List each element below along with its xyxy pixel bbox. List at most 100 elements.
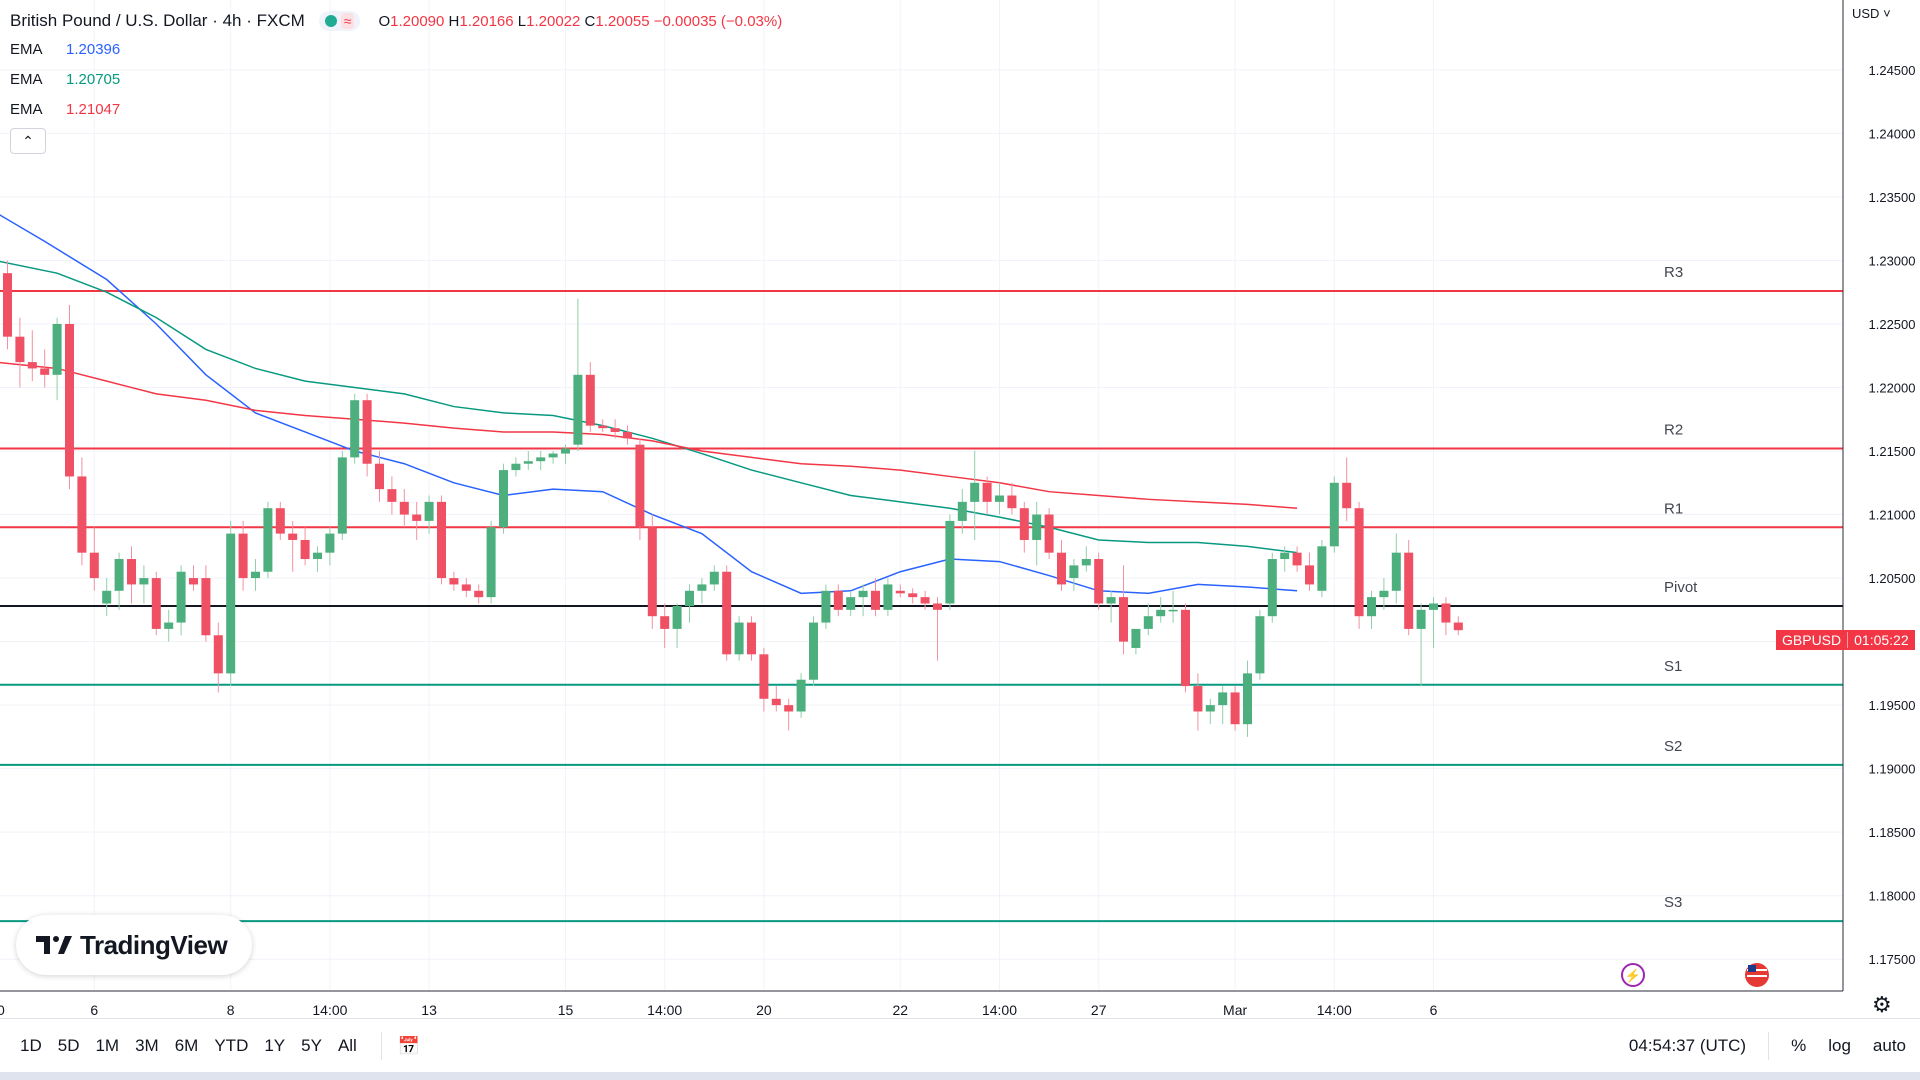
candle-body xyxy=(1094,559,1104,604)
candle-body xyxy=(846,597,856,610)
range-all[interactable]: All xyxy=(337,1036,357,1055)
range-ytd[interactable]: YTD xyxy=(214,1036,249,1055)
candle-body xyxy=(536,457,546,462)
candle-body xyxy=(585,374,595,426)
candle-body xyxy=(40,368,50,375)
candle-body xyxy=(486,527,496,598)
log-scale-toggle[interactable]: log xyxy=(1828,1036,1851,1055)
range-5y[interactable]: 5Y xyxy=(301,1036,322,1055)
candle-body xyxy=(1267,559,1277,617)
range-6m[interactable]: 6M xyxy=(174,1036,199,1055)
symbol-title[interactable]: British Pound / U.S. Dollar · 4h · FXCM xyxy=(10,11,305,30)
range-1m[interactable]: 1M xyxy=(95,1036,120,1055)
candle-body xyxy=(3,273,12,337)
auto-scale-toggle[interactable]: auto xyxy=(1872,1036,1906,1055)
candle-body xyxy=(747,622,756,655)
pivot-level-label: R2 xyxy=(1664,421,1683,438)
time-axis-tick-label: 6 xyxy=(90,1002,98,1018)
candle-body xyxy=(461,584,471,591)
candle-body xyxy=(908,593,918,598)
candle-body xyxy=(1168,609,1178,612)
time-axis-tick-label: Mar xyxy=(1223,1002,1247,1018)
go-to-date-icon[interactable]: 📅 xyxy=(397,1035,421,1056)
tradingview-logo[interactable]: TradingView xyxy=(16,915,252,975)
ema-legend-1[interactable]: EMA 1.20396 xyxy=(10,40,121,58)
candle-body xyxy=(1193,686,1203,712)
ema-line xyxy=(0,361,1298,509)
price-axis-tick-label: 1.24500 xyxy=(1869,63,1916,78)
price-chart[interactable]: R3 R2 R1 Pivot S1 S2 S3 1.17500 1.18000 1.18500 1.… xyxy=(0,0,1920,1018)
range-1d[interactable]: 1D xyxy=(20,1036,42,1055)
candle-body xyxy=(1329,482,1339,547)
candle-body xyxy=(127,559,136,585)
collapse-legend-button[interactable]: ⌃ xyxy=(10,128,46,154)
candle-body xyxy=(251,571,260,579)
price-axis-tick-label: 1.23000 xyxy=(1869,253,1916,268)
chevron-up-icon: ⌃ xyxy=(22,132,34,149)
candle-body xyxy=(920,597,930,604)
market-status-pill[interactable]: ≈ xyxy=(318,11,361,31)
currency-selector[interactable]: USD ˅ xyxy=(1852,6,1891,21)
candle-body xyxy=(1354,508,1364,617)
candle-body xyxy=(933,603,942,610)
candle-body xyxy=(288,533,298,540)
time-axis-tick-label: 14:00 xyxy=(982,1002,1017,1018)
percent-scale-toggle[interactable]: % xyxy=(1791,1036,1807,1055)
pivot-level-label: S1 xyxy=(1664,658,1682,675)
price-axis-tick-label: 1.19000 xyxy=(1869,762,1916,777)
candle-body xyxy=(1367,597,1376,617)
candle-body xyxy=(1255,616,1265,674)
range-5d[interactable]: 5D xyxy=(57,1036,80,1055)
candle-body xyxy=(809,622,818,680)
candle-body xyxy=(610,428,620,432)
candle-body xyxy=(375,463,384,490)
candle-body xyxy=(350,400,360,458)
chart-legend: British Pound / U.S. Dollar · 4h · FXCM … xyxy=(10,8,782,154)
candle-body xyxy=(164,622,174,629)
candle-body xyxy=(957,501,967,521)
us-flag-stripe xyxy=(1747,969,1767,971)
candle-body xyxy=(734,622,744,655)
ema-legend-3[interactable]: EMA 1.21047 xyxy=(10,100,121,118)
candle-body xyxy=(139,578,149,585)
candle-body xyxy=(474,590,484,598)
candle-body xyxy=(52,323,62,375)
lightning-icon: ⚡ xyxy=(1625,968,1641,984)
price-axis-tick-label: 1.18000 xyxy=(1869,889,1916,904)
pivot-level-label: S3 xyxy=(1664,894,1682,911)
candle-body xyxy=(1379,590,1389,598)
ohlc-low: 1.20022 xyxy=(526,12,581,30)
candle-body xyxy=(523,461,533,464)
price-axis-tick-label: 1.21000 xyxy=(1869,508,1916,523)
candle-body xyxy=(27,362,37,369)
candle-body xyxy=(114,559,124,591)
candle-body xyxy=(1416,609,1426,629)
candle-body xyxy=(325,533,335,553)
candle-body xyxy=(1057,552,1066,585)
candle-body xyxy=(1243,673,1252,725)
range-1y[interactable]: 1Y xyxy=(264,1036,286,1055)
candle-body xyxy=(1280,552,1290,560)
candle-body xyxy=(1119,597,1128,642)
candle-body xyxy=(1441,603,1451,623)
candle-body xyxy=(945,520,955,604)
candle-body xyxy=(759,654,769,699)
candle-body xyxy=(151,578,161,629)
candle-body xyxy=(313,552,322,560)
chart-settings-gear-icon[interactable]: ⚙ xyxy=(1872,992,1892,1017)
candle-body xyxy=(635,444,645,528)
utc-clock[interactable]: 04:54:37 (UTC) xyxy=(1628,1036,1747,1055)
ohlc-open: 1.20090 xyxy=(390,12,445,30)
candle-body xyxy=(1069,565,1079,579)
range-3m[interactable]: 3M xyxy=(135,1036,159,1055)
candle-body xyxy=(672,606,682,629)
candle-body xyxy=(1429,603,1438,610)
candle-body xyxy=(362,400,372,464)
ohlc-values: O1.20090 H1.20166 L1.20022 C1.20055 −0.0… xyxy=(378,12,783,30)
ema-legend-2[interactable]: EMA 1.20705 xyxy=(10,70,121,88)
candle-body xyxy=(995,495,1004,502)
candle-body xyxy=(1019,508,1029,540)
candle-body xyxy=(176,571,186,623)
candle-body xyxy=(722,571,732,655)
